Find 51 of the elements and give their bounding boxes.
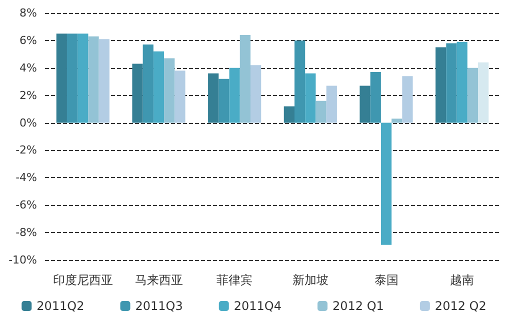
bar	[142, 44, 154, 123]
y-tick-label: 8%	[20, 6, 37, 20]
bar	[218, 78, 230, 123]
bar	[360, 86, 370, 123]
bar	[446, 43, 457, 123]
x-tick-label: 新加坡	[292, 273, 328, 287]
bar	[240, 34, 251, 123]
bar	[370, 72, 381, 123]
y-tick-label: 0%	[20, 116, 37, 130]
bar	[229, 68, 240, 123]
y-tick-label: 4%	[20, 61, 37, 74]
x-tick-label: 印度尼西亚	[52, 273, 113, 287]
bar	[153, 51, 164, 123]
bar	[326, 86, 337, 123]
bar	[98, 39, 110, 123]
bar	[402, 76, 413, 123]
bar	[294, 40, 306, 123]
y-tick-label: -6%	[16, 198, 37, 212]
bar	[208, 73, 219, 123]
y-tick-label: -2%	[16, 144, 37, 157]
bar	[88, 36, 99, 123]
bar	[436, 47, 446, 123]
bar	[174, 70, 186, 123]
bar	[132, 64, 143, 123]
bar	[164, 58, 175, 123]
bar	[456, 42, 468, 123]
bar	[78, 34, 88, 123]
bar	[66, 34, 78, 123]
bar	[467, 68, 478, 123]
legend-label: 2011Q3	[135, 299, 183, 313]
y-tick-label: 6%	[20, 34, 37, 47]
legend-label: 2011Q2	[36, 299, 84, 313]
x-tick-label: 泰国	[374, 273, 398, 287]
y-tick-label: 2%	[20, 88, 37, 102]
x-tick-label: 马来西亚	[134, 273, 183, 287]
y-tick-label: -4%	[16, 171, 37, 184]
bar	[250, 65, 262, 123]
bar	[305, 73, 316, 123]
y-tick-label: -10%	[8, 254, 37, 266]
bar	[478, 62, 489, 123]
legend-label: 2011Q4	[234, 299, 282, 313]
x-tick-label: 越南	[450, 273, 474, 287]
bar	[56, 34, 67, 123]
x-tick-label: 菲律宾	[216, 273, 253, 287]
bar	[284, 106, 294, 123]
y-tick-label: -8%	[16, 226, 37, 240]
bar	[316, 100, 326, 123]
bar	[392, 118, 402, 123]
bar	[380, 122, 392, 245]
legend-label: 2012 Q2	[434, 299, 486, 313]
legend-label: 2012 Q1	[332, 299, 384, 313]
